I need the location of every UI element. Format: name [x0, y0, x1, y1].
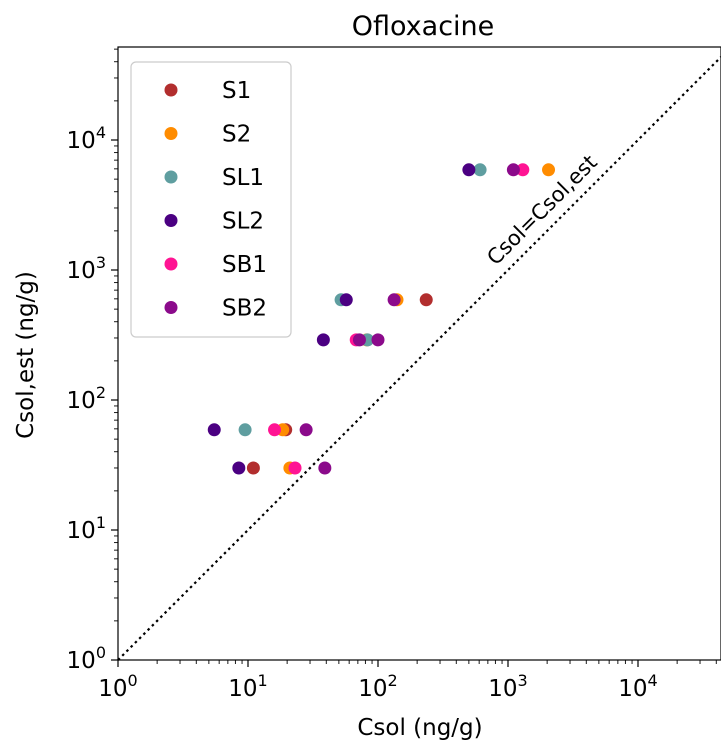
data-point-sl1	[238, 423, 252, 437]
legend-label: SB2	[222, 296, 267, 322]
chart-title: Ofloxacine	[352, 11, 495, 42]
data-point-sb2	[387, 293, 401, 307]
legend-marker-sl1	[164, 170, 178, 184]
data-point-sb2	[506, 163, 520, 177]
data-point-sl2	[207, 423, 221, 437]
legend: S1 S2 SL1 SL2 SB1 SB2	[130, 61, 292, 338]
legend-marker-s2	[164, 127, 178, 140]
legend-label: SB1	[222, 252, 267, 278]
data-point-sb2	[318, 461, 332, 475]
x-tick-label: 103	[488, 671, 527, 702]
data-point-sb1	[268, 423, 282, 437]
y-axis: 100 101 102 103 104	[67, 48, 118, 674]
data-point-sb2	[299, 423, 313, 437]
data-point-sl2	[316, 333, 330, 347]
x-tick-label: 102	[358, 671, 397, 702]
data-point-sb1	[516, 163, 530, 177]
legend-marker-sl2	[164, 214, 178, 227]
legend-label: S2	[222, 122, 251, 148]
legend-label: SL1	[222, 165, 264, 191]
data-point-sl1	[473, 163, 487, 177]
x-axis: 100 101 102 103 104	[98, 660, 717, 702]
y-tick-label: 104	[67, 123, 106, 154]
reference-line	[117, 56, 721, 661]
y-tick-label: 102	[67, 383, 106, 414]
data-point-s1	[419, 293, 433, 307]
data-point-sl2	[232, 461, 246, 475]
y-tick-label: 100	[67, 643, 106, 674]
data-point-sl2	[339, 293, 353, 307]
data-point-s1	[246, 461, 260, 475]
legend-label: SL2	[222, 209, 264, 235]
data-point-sb2	[371, 333, 385, 347]
x-tick-label: 101	[228, 671, 267, 702]
y-axis-label: Csol,est (ng/g)	[13, 271, 39, 439]
legend-marker-sb2	[164, 301, 178, 314]
data-point-s2	[542, 163, 556, 177]
y-tick-label: 101	[67, 513, 106, 544]
data-points	[207, 163, 556, 475]
legend-label: S1	[222, 78, 251, 104]
data-point-sb2	[352, 333, 366, 347]
legend-marker-s1	[164, 83, 178, 97]
x-tick-label: 104	[618, 671, 657, 702]
x-axis-label: Csol (ng/g)	[357, 715, 482, 741]
data-point-sl2	[462, 163, 476, 177]
x-tick-label: 100	[98, 671, 137, 702]
y-tick-label: 103	[67, 253, 106, 284]
legend-marker-sb1	[164, 257, 178, 271]
data-point-sb1	[288, 461, 302, 475]
